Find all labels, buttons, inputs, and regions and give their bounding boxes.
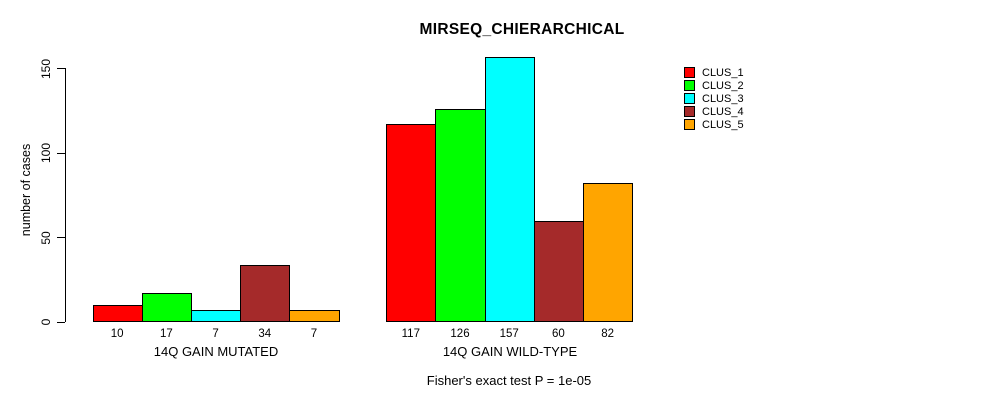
bar-clus_1 [92,305,143,322]
y-axis-line [65,68,66,322]
legend-entry: CLUS_2 [684,79,744,92]
bar-value-label: 117 [401,328,420,340]
y-tick-mark [57,68,65,69]
legend-label: CLUS_4 [702,105,744,118]
legend-entry: CLUS_3 [684,92,744,105]
legend-entry: CLUS_5 [684,118,744,131]
bar-clus_1 [386,124,437,322]
bar-clus_2 [141,293,192,322]
bar-value-label: 157 [499,328,519,340]
y-tick-mark [57,237,65,238]
legend-label: CLUS_2 [702,79,744,92]
bar-clus_5 [583,183,634,322]
legend-swatch-icon [684,67,695,79]
bar-value-label: 60 [551,328,565,340]
bar-value-label: 126 [450,328,470,340]
bar-value-label: 7 [310,328,318,340]
bar-clus_3 [191,310,242,322]
y-tick-mark [57,321,65,323]
bar-value-label: 10 [110,328,124,340]
legend-swatch-icon [684,80,695,92]
y-tick-label: 50 [39,230,53,245]
legend-swatch-icon [684,106,695,118]
legend: CLUS_1 CLUS_2 CLUS_3 CLUS_4 CLUS_5 [684,66,744,131]
chart-title: MIRSEQ_CHIERARCHICAL [419,21,625,38]
y-tick-label: 100 [39,142,53,164]
legend-entry: CLUS_1 [684,66,744,79]
bar-clus_5 [289,310,340,322]
annotation-text: Fisher's exact test P = 1e-05 [426,373,592,388]
bar-clus_4 [533,220,584,322]
bar-clus_2 [435,109,486,322]
y-tick-mark [57,152,65,154]
legend-label: CLUS_3 [702,92,744,105]
bar-clus_3 [484,56,535,322]
legend-swatch-icon [684,93,695,105]
legend-label: CLUS_1 [702,66,744,79]
bar-clus_4 [240,264,291,322]
y-tick-label: 150 [39,58,53,79]
group-label-wild-type: 14Q GAIN WILD-TYPE [442,344,578,359]
bar-value-label: 7 [212,328,219,340]
bar-value-label: 34 [258,328,272,340]
legend-entry: CLUS_4 [684,105,744,118]
y-axis-title: number of cases [19,143,33,237]
legend-label: CLUS_5 [702,118,744,131]
bar-value-label: 17 [159,328,173,340]
y-tick-label: 0 [39,318,53,326]
legend-swatch-icon [684,119,695,131]
bar-value-label: 82 [601,328,614,340]
group-label-mutated: 14Q GAIN MUTATED [153,344,279,359]
